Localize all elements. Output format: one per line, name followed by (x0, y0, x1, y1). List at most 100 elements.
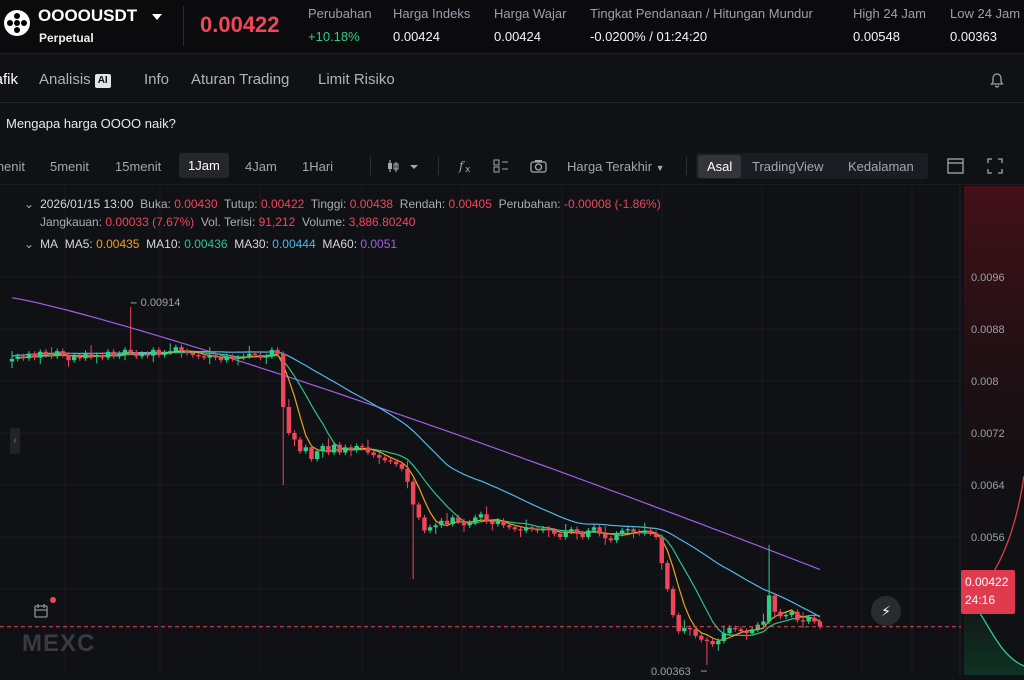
candle-body (139, 353, 145, 357)
candle-type-icon[interactable] (386, 158, 420, 174)
candle-body (145, 353, 150, 356)
camera-icon[interactable] (530, 158, 547, 174)
candle-body (134, 352, 139, 357)
candlestick-chart[interactable]: 0.0096 0.0088 0.008 0.0072 0.0064 0.0056 0.004… (0, 186, 1024, 678)
candle-body (795, 611, 800, 621)
tab-analysis[interactable]: Analisis AI (39, 71, 111, 88)
chart-canvas[interactable]: 0.0096 0.0088 0.008 0.0072 0.0064 0.0056 0.004… (0, 186, 1024, 678)
symbol-dropdown-icon[interactable] (152, 14, 162, 20)
ask-depth-area (964, 186, 1024, 596)
candle-body (648, 530, 653, 534)
candle-body (580, 533, 585, 537)
candle-body (281, 353, 286, 407)
candle-body (608, 538, 614, 541)
candle-body (738, 629, 744, 632)
candle-body (444, 520, 450, 524)
tab-info[interactable]: Info (144, 71, 170, 88)
candle-body (653, 533, 659, 537)
last-price-tag: 0.00422 24:16 (961, 570, 1015, 614)
contract-type: Perpetual (39, 31, 94, 45)
view-tradingview[interactable]: TradingView (752, 159, 824, 174)
interval-1d[interactable]: 1Hari (302, 159, 334, 174)
candle-body (546, 528, 551, 531)
candle-body (343, 447, 348, 453)
candle-body (218, 357, 224, 361)
candle-body (620, 530, 625, 534)
candle-body (348, 447, 354, 450)
tab-risk-limit[interactable]: Limit Risiko (318, 71, 395, 88)
candle-body (687, 628, 693, 630)
candle-body (552, 530, 557, 534)
candle-body (365, 447, 371, 453)
lightning-icon[interactable]: ⚡ (871, 596, 901, 626)
price-tick-label: 0.0056 (971, 532, 1005, 544)
candle-body (631, 529, 636, 532)
candle-body (207, 355, 212, 358)
candle-body (77, 356, 82, 359)
candle-body (591, 527, 597, 531)
candle-body (230, 356, 235, 359)
price-tick-label: 0.0088 (971, 324, 1005, 336)
candle-body (94, 355, 99, 357)
layout-list-icon[interactable] (493, 158, 509, 174)
bell-icon[interactable] (989, 72, 1005, 88)
window-icon[interactable] (947, 158, 964, 174)
candle-body (382, 457, 388, 461)
candle-body (693, 629, 698, 636)
candle-body (269, 349, 275, 357)
candle-body (744, 631, 749, 634)
candle-body (699, 635, 704, 640)
candle-body (569, 529, 574, 532)
mexc-watermark: MEXC (22, 630, 96, 657)
candle-body (710, 641, 715, 645)
legend-collapse-icon[interactable]: ⌄ (24, 197, 35, 211)
candle-body (812, 617, 817, 622)
candle-body (201, 356, 207, 358)
interval-1h[interactable]: 1Jam (179, 153, 229, 178)
candle-body (320, 446, 325, 452)
ma30-line (11, 350, 821, 618)
panel-collapse-icon[interactable]: ‹ (10, 428, 20, 454)
candle-body (60, 351, 66, 355)
candle-body (523, 527, 529, 531)
candle-body (26, 353, 32, 359)
fullscreen-icon[interactable] (987, 158, 1003, 174)
interval-4h[interactable]: 4Jam (245, 159, 277, 174)
candle-body (151, 349, 156, 356)
price-tick-label: 0.0072 (971, 428, 1005, 440)
candle-body (241, 356, 246, 358)
notification-dot (50, 597, 56, 603)
interval-5m[interactable]: 5menit (50, 159, 90, 174)
candles (9, 306, 823, 666)
price-tick-label: 0.0096 (971, 272, 1005, 284)
price-type-select[interactable]: Harga Terakhir ▼ (567, 159, 665, 174)
candle-body (179, 347, 184, 352)
stat-funding-rate[interactable]: Tingkat Pendanaan / Hitungan Mundur -0.02… (590, 6, 813, 44)
candle-body (586, 530, 591, 537)
candle-body (478, 514, 484, 518)
candle-body (162, 352, 167, 355)
candle-body (614, 533, 619, 541)
view-original[interactable]: Asal (698, 155, 742, 178)
candle-body (433, 525, 438, 528)
candle-body (789, 611, 794, 615)
ma-collapse-icon[interactable]: ⌄ (24, 237, 35, 251)
calendar-icon[interactable] (33, 603, 49, 619)
tab-trading-rules[interactable]: Aturan Trading (191, 71, 290, 88)
chart-grid (0, 186, 961, 675)
price-tick-label: 0.0064 (971, 480, 1005, 492)
view-depth[interactable]: Kedalaman (848, 159, 914, 174)
symbol-name[interactable]: OOOOUSDT (38, 6, 138, 25)
price-reason-banner[interactable]: Mengapa harga OOOO naik? (6, 116, 176, 131)
interval-15m[interactable]: 15menit (115, 159, 162, 174)
candle-body (490, 521, 495, 524)
candle-body (394, 461, 399, 465)
candle-body (286, 407, 292, 433)
interval-1m[interactable]: 1menit (0, 159, 26, 174)
candle-body (410, 481, 416, 505)
tab-chart[interactable]: Grafik (0, 71, 19, 88)
candle-body (806, 617, 811, 622)
candle-body (704, 639, 710, 641)
candle-body (450, 517, 455, 524)
